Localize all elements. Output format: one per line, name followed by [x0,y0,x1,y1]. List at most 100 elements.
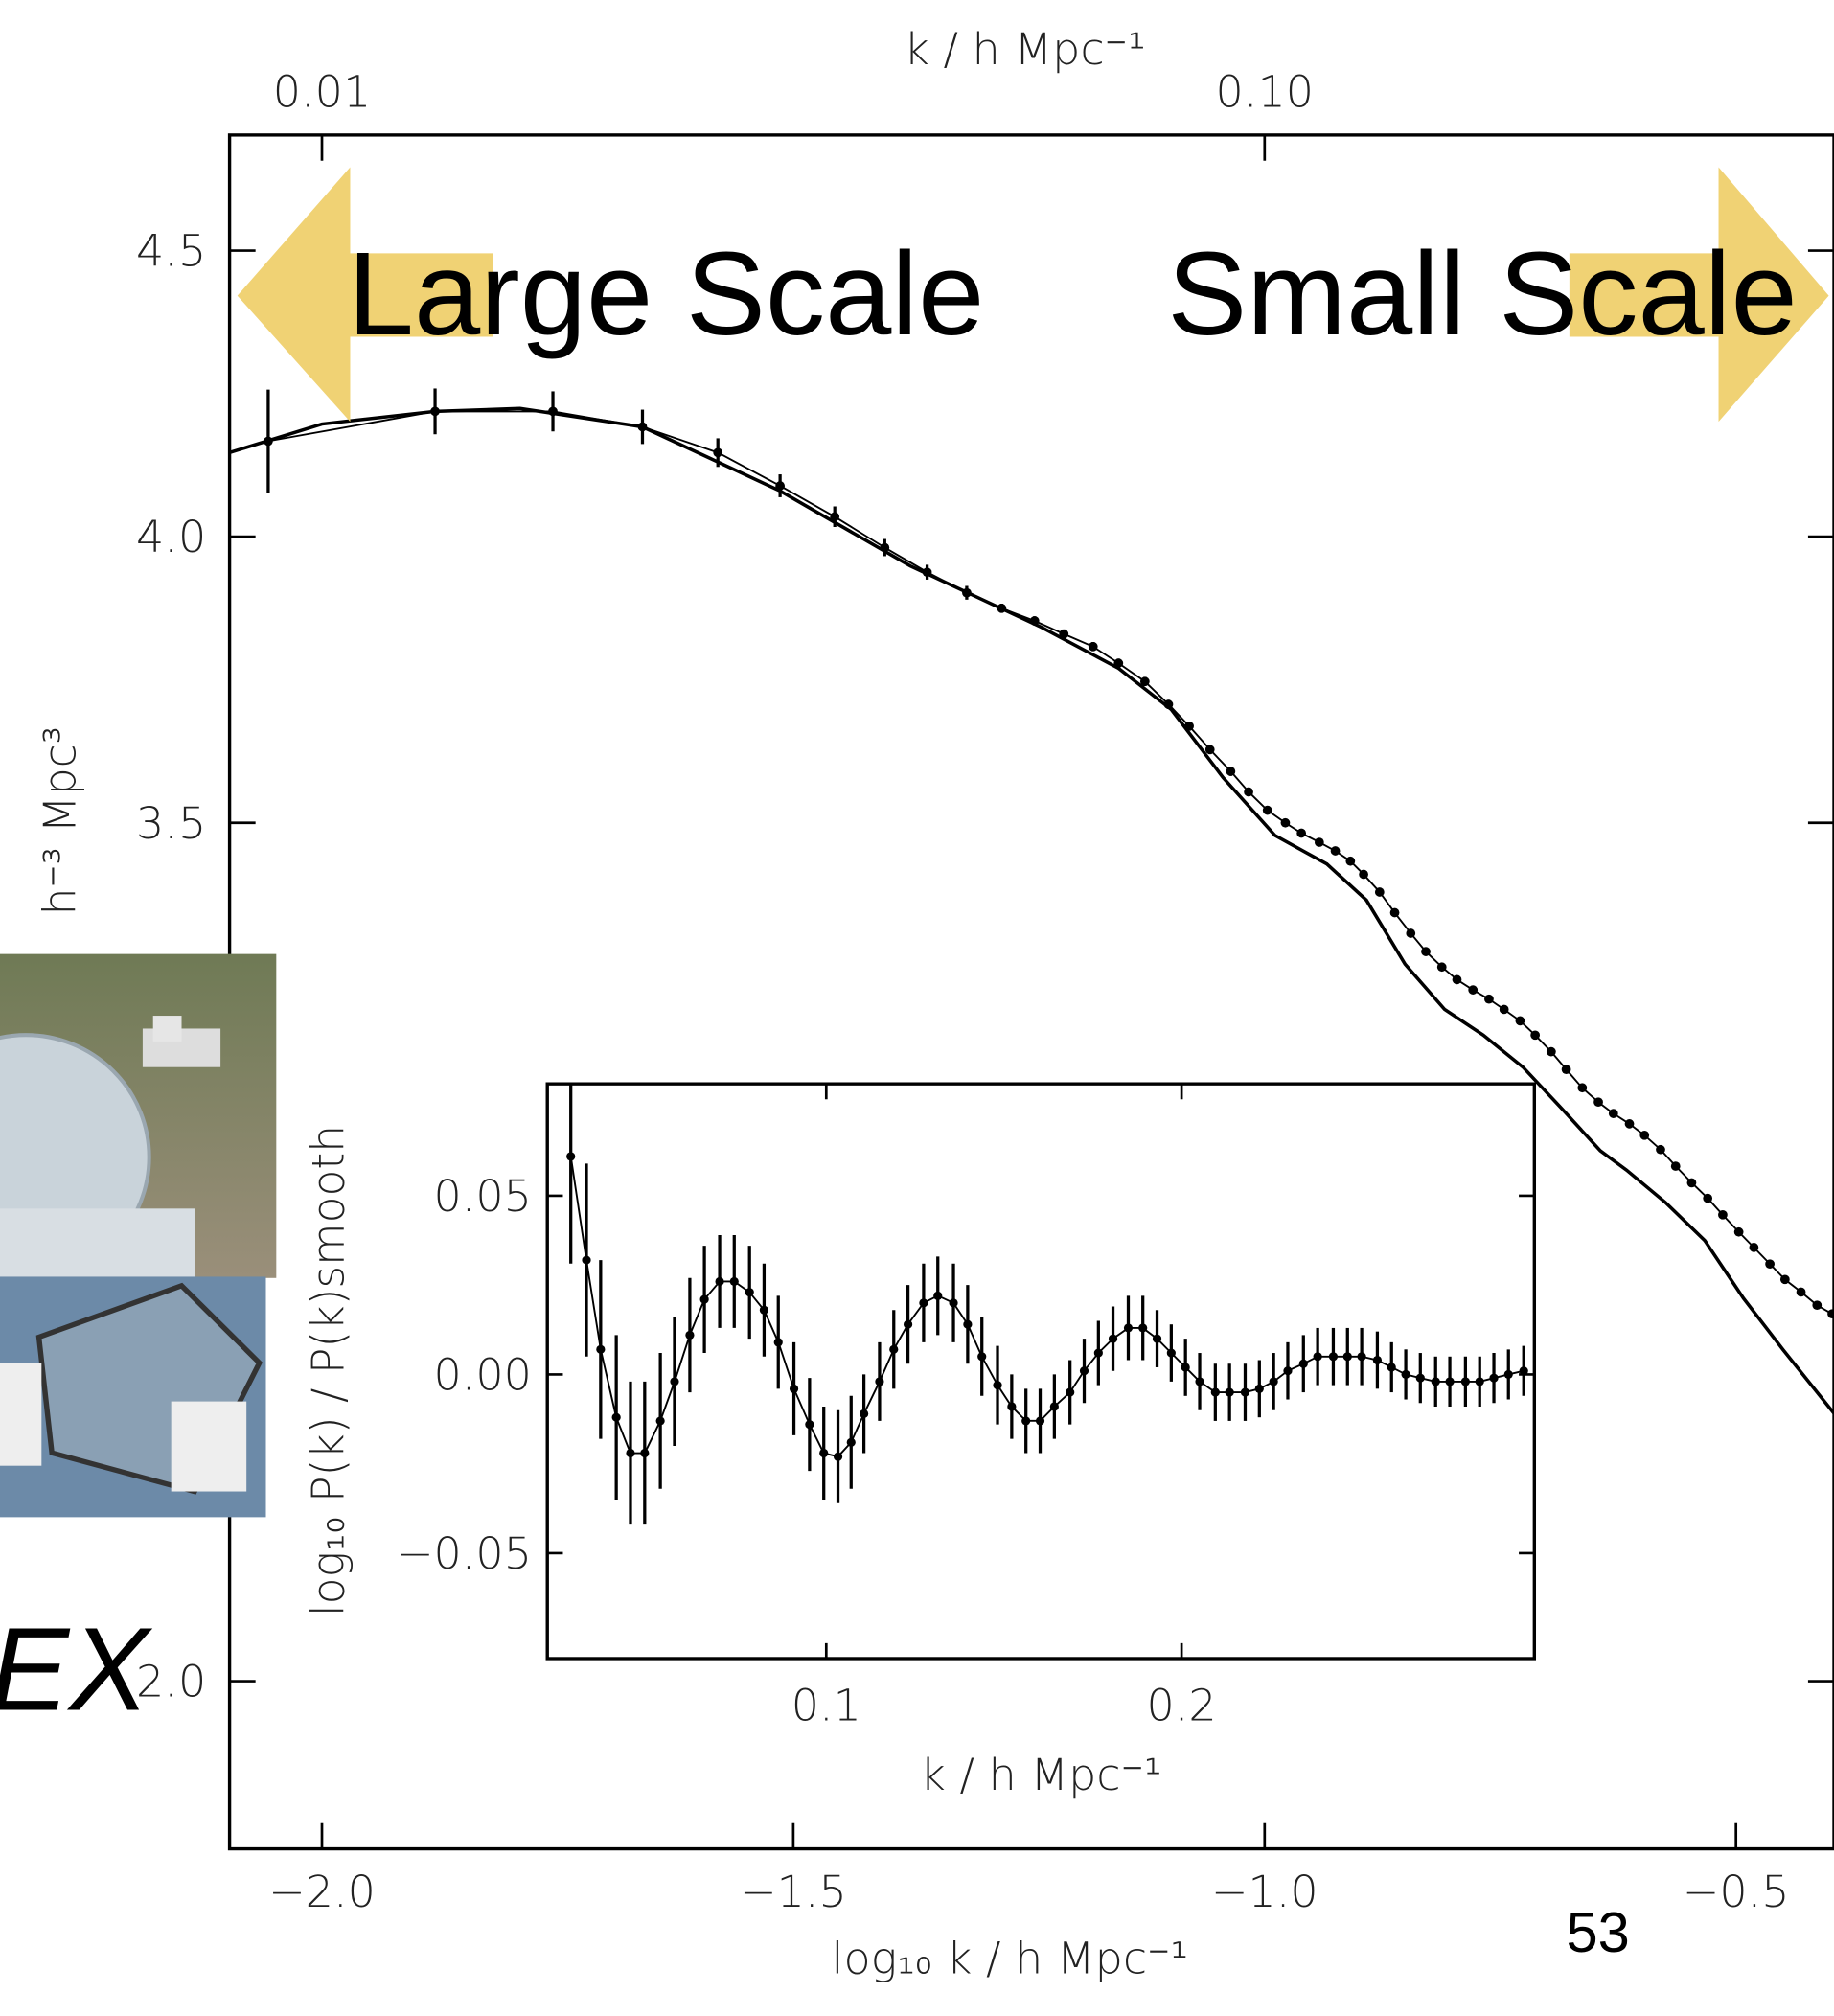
data-point [1421,947,1431,956]
data-point [1280,817,1291,828]
data-point [1204,745,1215,755]
data-point [1269,1377,1278,1386]
data-point [582,1255,591,1265]
data-point [1007,1402,1017,1411]
plot-area [566,1084,1528,1525]
data-point [1066,1387,1075,1397]
x-tick-label: −1.5 [740,1866,847,1917]
data-point [640,1448,650,1458]
data-point [833,1452,843,1461]
series-line [229,406,1834,1416]
data-point [611,1412,621,1422]
plot-frame [545,1082,1537,1661]
data-point [1519,1366,1528,1376]
data-point [1431,1377,1440,1386]
data-point [1452,974,1462,985]
data-point [1357,1352,1366,1362]
x-tick-label: 0.1 [791,1680,861,1731]
data-point [919,1298,928,1308]
data-point [1503,1369,1513,1379]
photo [0,953,277,1518]
data-point [1195,1377,1204,1386]
x2-tick-label: 0.01 [273,66,371,118]
y-tick-label: 2.0 [136,1656,206,1707]
data-point [993,1381,1002,1390]
data-point [1139,676,1150,687]
data-point [1088,641,1098,652]
data-point [1827,1309,1834,1318]
data-point [1328,1352,1339,1362]
data-point [846,1437,856,1447]
annotations: Large Scale Small Scale EX 53 [0,167,1829,1964]
x-tick-label: −2.0 [268,1866,376,1917]
x2-tick-label: 0.10 [1216,66,1314,118]
data-point [889,1344,899,1354]
data-point [1639,1130,1650,1140]
logo-fragment: EX [0,1604,153,1735]
data-point [1608,1109,1618,1118]
data-point [1460,1377,1470,1386]
data-point [1401,1369,1410,1379]
data-point [715,1276,724,1287]
data-point [1445,1377,1455,1386]
data-point [1779,1274,1790,1285]
data-point [699,1294,709,1304]
data-point [1313,1352,1322,1362]
data-point [1314,837,1324,847]
large-scale: Large Scale [348,228,985,359]
data-point [1468,985,1479,995]
data-point [713,447,723,458]
data-point [903,1319,913,1329]
y-tick-label: 0.00 [434,1349,532,1401]
data-point [1342,1352,1352,1362]
data-point [759,1305,769,1315]
data-point [1254,1384,1264,1393]
data-point [1359,869,1368,880]
data-point [773,1338,783,1347]
data-point [1210,1387,1220,1397]
y-tick-label: 4.0 [136,511,206,562]
data-point [1244,787,1253,797]
data-point [1079,1366,1089,1376]
y-tick-label: 3.5 [136,797,206,849]
data-point [963,1319,973,1329]
data-point [1035,1416,1045,1426]
data-point [1372,1355,1383,1365]
data-point [566,1152,576,1161]
data-point [1530,1030,1541,1041]
y-axis-label: log₁₀ P(k) / P(k)smooth [303,1125,355,1616]
inset-chart: 0.05 0.00 −0.05 0.1 0.2 k / h Mpc⁻¹ log₁₀ P(k)… [303,1082,1537,1800]
data-point [626,1448,635,1458]
data-point [1577,1083,1588,1093]
data-point [1021,1416,1031,1426]
arrow-right [1569,167,1829,423]
data-point [1546,1046,1556,1057]
data-point [1489,1373,1499,1383]
data-point [655,1416,665,1426]
data-point [977,1352,987,1362]
data-point [1262,805,1272,815]
data-point [1108,1334,1118,1343]
small-scale: Small Scale [1167,228,1797,359]
data-point [819,1448,829,1458]
data-point [1624,1119,1635,1129]
data-point [729,1276,739,1287]
x-axis-label: log₁₀ k / h Mpc⁻¹ [832,1933,1188,1984]
data-point [1049,1402,1059,1411]
y-tick-label: 4.5 [136,225,206,277]
data-point [805,1420,814,1430]
data-point [1475,1377,1484,1386]
y-tick-label: −0.05 [397,1527,532,1579]
data-point [1330,846,1341,856]
data-point [596,1344,606,1354]
x-tick-label: 0.2 [1147,1680,1217,1731]
x2-axis-label: k / h Mpc⁻¹ [904,23,1145,75]
data-point [1283,1366,1293,1376]
data-point [875,1377,884,1386]
data-point [685,1330,695,1340]
data-point [949,1298,958,1308]
y-tick-label: 0.05 [434,1170,532,1222]
data-point [1484,994,1494,1004]
x-axis-label: k / h Mpc⁻¹ [920,1749,1161,1800]
